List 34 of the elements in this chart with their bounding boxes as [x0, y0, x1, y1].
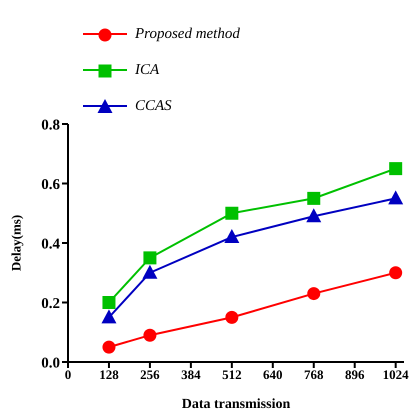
point [101, 309, 116, 324]
point [389, 266, 402, 280]
point [225, 206, 238, 220]
x-tick-label: 896 [344, 367, 365, 382]
point [307, 192, 320, 205]
point [143, 251, 156, 264]
x-tick-label: 256 [140, 367, 160, 382]
y-tick-label: 0.6 [41, 176, 60, 193]
x-axis-title: Data transmission [182, 397, 290, 412]
y-tick-label: 0.2 [41, 296, 60, 312]
x-tick-label: 384 [181, 367, 202, 382]
point [102, 340, 116, 354]
y-tick-label: 0.4 [41, 236, 60, 252]
x-tick-label: 768 [304, 367, 324, 382]
y-tick-label: 0.8 [41, 117, 60, 134]
x-tick-label: 512 [222, 367, 242, 382]
point [142, 264, 158, 279]
legend-label: ICA [135, 62, 160, 78]
point [389, 162, 402, 176]
legend-label: CCAS [135, 98, 172, 114]
x-tick-label: 0 [64, 367, 72, 382]
legend-label: Proposed method [135, 26, 240, 42]
point [225, 310, 238, 324]
point [306, 208, 322, 222]
x-tick-label: 128 [99, 367, 120, 382]
x-tick-label: 1024 [382, 367, 410, 382]
x-tick-label: 640 [263, 367, 283, 382]
point [224, 229, 240, 244]
point [388, 190, 404, 204]
y-axis-title: Delay(ms) [8, 214, 24, 272]
point [307, 287, 320, 300]
point [102, 296, 116, 309]
point [143, 328, 156, 342]
y-tick-label: 0.0 [41, 355, 60, 372]
